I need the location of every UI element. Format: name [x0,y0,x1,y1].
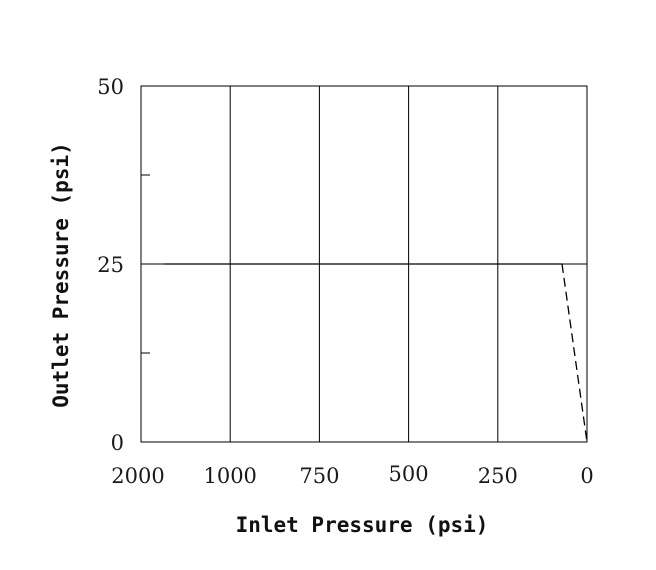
x-tick-label: 0 [580,464,593,488]
x-tick-label: 500 [389,462,429,486]
x-tick-label: 2000 [111,464,164,488]
x-tick-label: 1000 [203,464,256,488]
y-axis-title: Outlet Pressure (psi) [49,142,73,408]
y-tick-label: 0 [111,431,124,455]
dashed-series-line [561,263,588,443]
y-tick-label: 25 [97,253,124,277]
y-axis-ticks [141,174,150,354]
plot-frame [140,85,588,443]
series-lines [163,263,588,443]
x-tick-label: 250 [478,464,518,488]
x-axis-tick-labels: 2000 1000 750 500 250 0 [111,462,593,488]
x-tick-label: 750 [299,464,339,488]
y-axis-tick-labels: 0 25 50 [97,75,124,455]
x-axis-title: Inlet Pressure (psi) [236,513,489,537]
y-tick-label: 50 [97,75,124,99]
